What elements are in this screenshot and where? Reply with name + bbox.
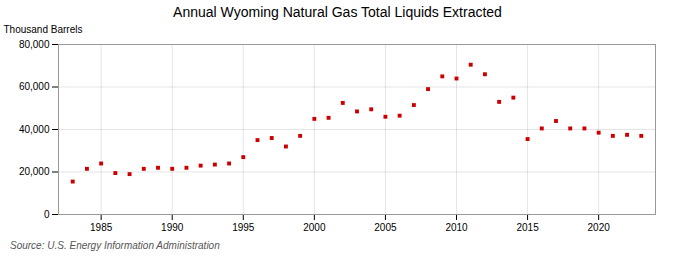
svg-text:1995: 1995 xyxy=(232,222,255,233)
svg-text:80,000: 80,000 xyxy=(19,39,50,50)
svg-text:60,000: 60,000 xyxy=(19,81,50,92)
svg-text:2020: 2020 xyxy=(588,222,611,233)
svg-text:0: 0 xyxy=(44,209,50,220)
svg-text:20,000: 20,000 xyxy=(19,166,50,177)
svg-text:2015: 2015 xyxy=(516,222,539,233)
svg-text:2000: 2000 xyxy=(303,222,326,233)
svg-text:1985: 1985 xyxy=(90,222,113,233)
html-text:Annual Wyoming Natural Gas Tot: Annual Wyoming Natural Gas Total Liquids… xyxy=(173,4,502,20)
svg-text:2005: 2005 xyxy=(374,222,397,233)
html-text:Source: U.S. Energy Informatio: Source: U.S. Energy Information Administ… xyxy=(10,240,220,251)
svg-text:Thousand Barrels: Thousand Barrels xyxy=(4,24,83,35)
svg-text:40,000: 40,000 xyxy=(19,124,50,135)
svg-text:2010: 2010 xyxy=(445,222,468,233)
svg-text:1990: 1990 xyxy=(161,222,184,233)
